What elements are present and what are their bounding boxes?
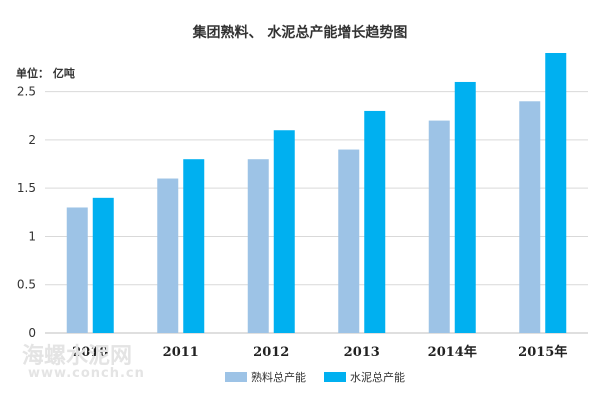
y-tick-label: 0	[28, 326, 36, 340]
bar-cement-2	[273, 130, 295, 333]
y-tick-label: 2	[28, 133, 36, 147]
bar-cement-5	[545, 53, 567, 333]
legend-label-cement: 水泥总产能	[350, 371, 405, 384]
bar-cement-4	[454, 81, 476, 333]
bar-cement-0	[92, 197, 114, 333]
y-tick-label: 1	[28, 229, 36, 243]
unit-label: 单位： 亿吨	[16, 67, 75, 80]
bar-clinker-4	[428, 120, 450, 333]
chart-legend: 熟料总产能 水泥总产能	[225, 369, 423, 385]
x-tick-label: 2014年	[428, 344, 477, 360]
bar-clinker-1	[157, 178, 179, 333]
bar-clinker-2	[247, 159, 269, 333]
bar-cement-3	[364, 110, 386, 334]
bar-cement-1	[183, 159, 205, 333]
y-tick-label: 0.5	[17, 278, 36, 292]
legend-label-clinker: 熟料总产能	[251, 371, 306, 384]
legend-item-clinker: 熟料总产能	[225, 369, 306, 385]
x-tick-label: 2015年	[518, 344, 567, 360]
y-tick-label: 1.5	[17, 181, 36, 195]
legend-swatch-cement	[324, 372, 346, 382]
bar-clinker-5	[519, 101, 541, 333]
x-tick-label: 2010	[72, 345, 108, 360]
x-tick-label: 2013	[344, 345, 380, 360]
legend-swatch-clinker	[225, 372, 247, 382]
y-tick-label: 2.5	[17, 85, 36, 99]
watermark-url: www.conch.cn	[28, 366, 145, 381]
watermark-site-name: 海螺水泥网	[22, 343, 133, 369]
x-tick-label: 2012	[253, 345, 289, 360]
bar-clinker-0	[66, 207, 88, 333]
x-tick-label: 2011	[163, 345, 199, 360]
bar-clinker-3	[338, 149, 360, 333]
chart-title: 集团熟料、 水泥总产能增长趋势图	[192, 25, 408, 41]
legend-item-cement: 水泥总产能	[324, 369, 405, 385]
